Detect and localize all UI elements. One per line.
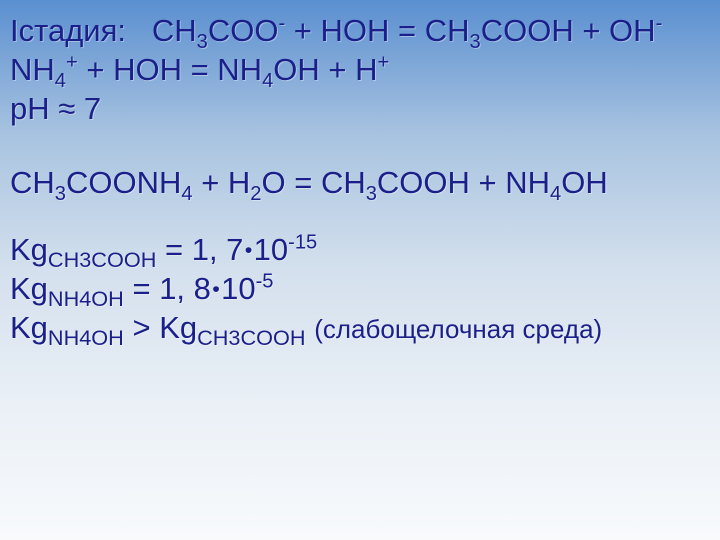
reagent-text: COOH + OH: [481, 13, 656, 48]
reagent-text: COO: [208, 13, 279, 48]
reagent-text: COONH: [66, 165, 181, 200]
reagent-text: CH: [10, 165, 55, 200]
kg-line-2: KgNH4OH = 1, 8•10-5: [10, 270, 710, 309]
spacer: [10, 203, 710, 231]
sub-3: 3: [55, 183, 66, 205]
kg-subscript: CH3COOH: [48, 247, 156, 272]
sup-plus: +: [66, 51, 78, 73]
equals: =: [124, 271, 159, 306]
reagent-text: + HOH = NH: [78, 52, 262, 87]
kg-subscript: NH4OH: [48, 325, 124, 350]
sub-4: 4: [181, 183, 192, 205]
equals: =: [156, 232, 191, 267]
kg-label: Kg: [10, 232, 48, 267]
medium-note: (слабощелочная среда): [314, 314, 602, 344]
reagent-text: OH: [561, 165, 608, 200]
value-text: 10: [254, 232, 288, 267]
reagent-text: O = CH: [262, 165, 366, 200]
kg-subscript: NH4OH: [48, 286, 124, 311]
reagent-text: CH: [152, 13, 197, 48]
sub-4: 4: [262, 70, 273, 92]
sup-plus: +: [378, 51, 390, 73]
reagent-text: + HOH = CH: [285, 13, 469, 48]
ph-text: pH ≈ 7: [10, 91, 101, 126]
reagent-text: NH: [10, 52, 55, 87]
stage1-line1: Iстадия: CH3COO- + HOH = CH3COOH + OH-: [10, 12, 710, 51]
kg-line-1: KgCH3COOH = 1, 7•10-15: [10, 231, 710, 270]
reagent-text: OH + H: [273, 52, 377, 87]
kg-label: Kg: [10, 310, 48, 345]
sup-minus: -: [656, 13, 663, 35]
mult-dot: •: [243, 237, 253, 262]
value-text: 1, 8: [159, 271, 211, 306]
sub-4: 4: [550, 183, 561, 205]
kg-label: Kg: [10, 271, 48, 306]
reagent-text: COOH + NH: [377, 165, 550, 200]
sub-2: 2: [250, 183, 261, 205]
exponent: -15: [288, 232, 317, 254]
stage1-line2: NH4+ + HOH = NH4OH + H+: [10, 51, 710, 90]
kg-label: Kg: [159, 310, 197, 345]
sub-3: 3: [470, 31, 481, 53]
reagent-text: + H: [193, 165, 251, 200]
ph-line: pH ≈ 7: [10, 90, 710, 129]
greater-than: >: [124, 310, 159, 345]
stage-label: Iстадия:: [10, 13, 126, 48]
sub-3: 3: [366, 183, 377, 205]
kg-comparison: KgNH4OH > KgCH3COOH (слабощелочная среда…: [10, 309, 710, 348]
sub-4: 4: [55, 70, 66, 92]
exponent: -5: [256, 270, 274, 292]
value-text: 10: [221, 271, 255, 306]
value-text: 1, 7: [192, 232, 244, 267]
overall-equation: CH3COONH4 + H2O = CH3COOH + NH4OH: [10, 164, 710, 203]
sub-3: 3: [197, 31, 208, 53]
mult-dot: •: [211, 276, 221, 301]
spacer: [10, 128, 710, 164]
kg-subscript: CH3COOH: [197, 325, 305, 350]
